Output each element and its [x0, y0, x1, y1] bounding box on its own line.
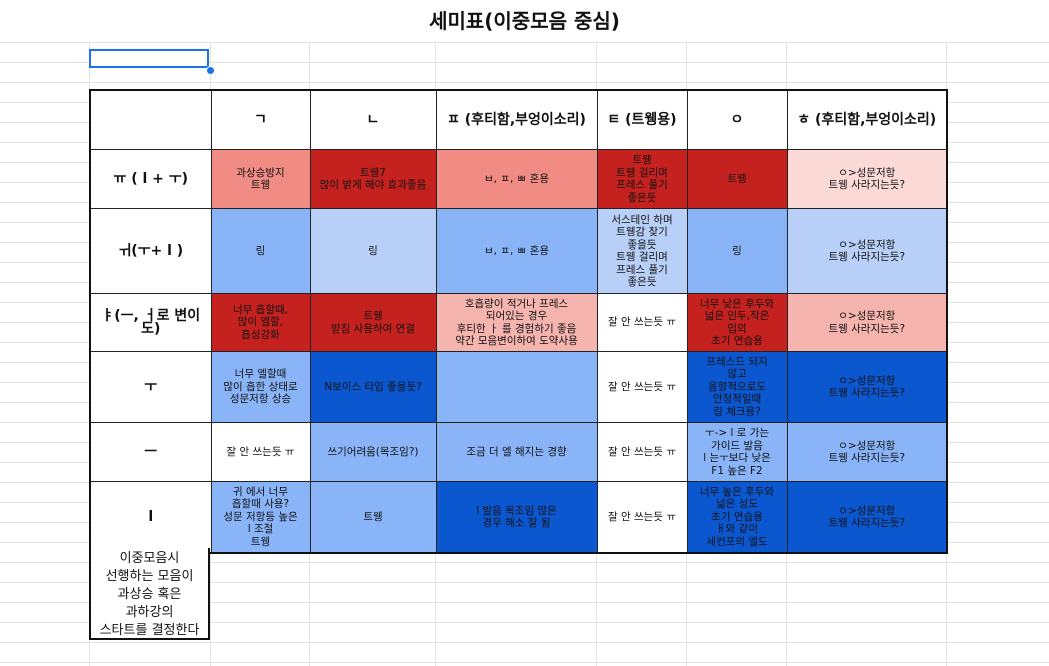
row-header[interactable]: ㅑ(ㅡ, ㅓ로 변이도)	[89, 293, 212, 352]
table-cell[interactable]: 잘 안 쓰는듯 ㅠ	[596, 293, 688, 352]
table-cell[interactable]: 서스테인 하며 트웽감 찾기 좋을듯 트웽 걸리며 프레스 풀기 좋은듯	[596, 208, 688, 294]
column-header[interactable]: ㅇ	[686, 89, 788, 150]
column-header[interactable]: ㅍ (후티함,부엉이소리)	[435, 89, 598, 150]
table-cell[interactable]: 쓰기어려움(목조임?)	[309, 422, 437, 482]
table-cell[interactable]: 잘 안 쓰는듯 ㅠ	[210, 422, 311, 482]
table-cell[interactable]: ㅂ, ㅍ, ㅃ 혼용	[435, 149, 598, 209]
table-cell[interactable]: 링	[686, 208, 788, 294]
column-header[interactable]: ㄴ	[309, 89, 437, 150]
table-cell[interactable]: ㅜ-> l 로 가는 가이드 발음 l 는ㅜ보다 낮은 F1 높은 F2	[686, 422, 788, 482]
table-cell[interactable]: N보이스 타입 좋을듯?	[309, 351, 437, 423]
table-cell[interactable]: 조금 더 엘 해지는 경향	[435, 422, 598, 482]
row-header[interactable]: ㅟ(ㅜ+ l )	[89, 208, 212, 294]
table-cell[interactable]: 잘 안 쓰는듯 ㅠ	[596, 481, 688, 554]
row-header[interactable]: ㅡ	[89, 422, 212, 482]
table-row: ㅠ ( l + ㅜ) 과상승방지 트웽 트웽7 많이 밝게 해야 효과좋음 ㅂ, ㅍ,…	[89, 149, 948, 209]
note-cell[interactable]: 이중모음시 선행하는 모음이 과상승 혹은 과하강의 스타트를 결정한다	[89, 548, 210, 640]
table-cell[interactable]: 너무 낮은 후두와 넓은 인두,작은 입의 초기 연습용	[686, 293, 788, 352]
table-cell[interactable]: 링	[210, 208, 311, 294]
table-cell[interactable]: 너무 흡할때, 많이 엘할, 흡성강화	[210, 293, 311, 352]
column-header[interactable]: ㅎ (후티함,부엉이소리)	[786, 89, 948, 150]
table-cell[interactable]: 잘 안 쓰는듯 ㅠ	[596, 351, 688, 423]
row-header[interactable]: l	[89, 481, 212, 554]
table-cell[interactable]: 잘 안 쓰는듯 ㅠ	[596, 422, 688, 482]
row-header[interactable]: ㅜ	[89, 351, 212, 423]
table-cell[interactable]: 트웽 받침 사용하여 연결	[309, 293, 437, 352]
fill-handle[interactable]	[206, 66, 215, 75]
table-row: ㅜ 너무 엘할때 많이 흡한 상태로 성문저항 상승 N보이스 타입 좋을듯? 잘 안…	[89, 351, 948, 423]
table-cell[interactable]: ㅇ>성문저항 트웽 사라지는듯?	[786, 481, 948, 554]
table-cell[interactable]: ㅇ>성문저항 트웽 사라지는듯?	[786, 149, 948, 209]
column-header[interactable]: ㅌ (트웽용)	[596, 89, 688, 150]
table-cell[interactable]: l 발음 목조임 많은 경우 해소 잘 됨	[435, 481, 598, 554]
table-row: ㅟ(ㅜ+ l ) 링 링 ㅂ, ㅍ, ㅃ 혼용 서스테인 하며 트웽감 찾기 좋을듯 트…	[89, 208, 948, 294]
table-cell[interactable]: ㅇ>성문저항 트웽 사라지는듯?	[786, 422, 948, 482]
column-header[interactable]	[89, 89, 212, 150]
table-cell[interactable]: ㅇ>성문저항 트웽 사라지는듯?	[786, 208, 948, 294]
table-cell[interactable]: 트웽 트웽 걸리며 프레스 풀기 좋은듯	[596, 149, 688, 209]
table-cell[interactable]: ㅂ, ㅍ, ㅃ 혼용	[435, 208, 598, 294]
row-header[interactable]: ㅠ ( l + ㅜ)	[89, 149, 212, 209]
table-cell[interactable]: 트웽	[686, 149, 788, 209]
table-cell[interactable]	[435, 351, 598, 423]
table-cell[interactable]: 트웽7 많이 밝게 해야 효과좋음	[309, 149, 437, 209]
table-row: ㅑ(ㅡ, ㅓ로 변이도) 너무 흡할때, 많이 엘할, 흡성강화 트웽 받침 사용하…	[89, 293, 948, 352]
table-cell[interactable]: 귀 에서 너무 흡할때 사용? 성문 저항등 높은 l 조절 트웽	[210, 481, 311, 554]
table-cell[interactable]: 링	[309, 208, 437, 294]
column-header[interactable]: ㄱ	[210, 89, 311, 150]
table-cell[interactable]: 과상승방지 트웽	[210, 149, 311, 209]
sheet-title: 세미표(이중모음 중심)	[429, 9, 620, 33]
table-cell[interactable]: 트웽	[309, 481, 437, 554]
table-cell[interactable]: 너무 높은 후두와 넓은 성도 초기 연습용 ㅐ와 같이 세컨포의 엘도	[686, 481, 788, 554]
table-cell[interactable]: ㅇ>성문저항 트웽 사라지는듯?	[786, 293, 948, 352]
selected-cell[interactable]	[89, 49, 209, 68]
table-cell[interactable]: 호흡량이 적거나 프레스 되어있는 경우 후티한 ㅏ 를 경험하기 좋음 약간 …	[435, 293, 598, 352]
table-cell[interactable]: ㅇ>성문저항 트웽 사라지는듯?	[786, 351, 948, 423]
table-cell[interactable]: 너무 엘할때 많이 흡한 상태로 성문저항 상승	[210, 351, 311, 423]
table-cell[interactable]: 프레스드 되지 않고 음향적으로도 안정적일때 링 체크용?	[686, 351, 788, 423]
